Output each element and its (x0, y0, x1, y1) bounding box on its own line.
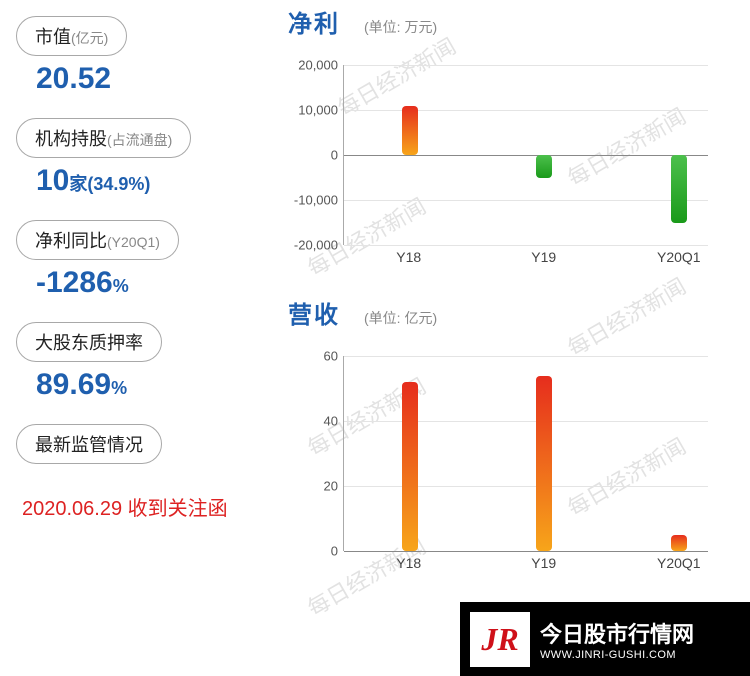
stat-sub: (Y20Q1) (107, 234, 160, 250)
y-tick-label: 40 (284, 414, 338, 429)
bar (402, 106, 418, 156)
revenue-chart: 营收 (单位: 亿元) 0204060 Y18Y19Y20Q1 (274, 295, 732, 575)
stat-label: 机构持股 (35, 129, 107, 149)
stat-unit: 家(34.9%) (69, 174, 150, 194)
y-tick-label: 60 (284, 349, 338, 364)
logo-initials: JR (481, 621, 518, 658)
stat-number: 89.69 (36, 368, 111, 401)
stats-panel: 市值(亿元) 20.52 机构持股(占流通盘) 10家(34.9%) 净利同比(… (0, 0, 270, 676)
bar (402, 382, 418, 551)
bar (671, 535, 687, 551)
bars-group (344, 65, 708, 245)
profit-plot: -20,000-10,000010,00020,000 Y18 Y19 Y20Q1 (288, 65, 708, 269)
plot-area: 0204060 (343, 356, 708, 551)
x-tick-label: Y20Q1 (657, 249, 701, 265)
stat-unit: % (111, 378, 127, 398)
x-tick-label: Y18 (396, 249, 421, 265)
stat-unit: % (113, 276, 129, 296)
x-axis: Y18 Y19 Y20Q1 (343, 555, 708, 575)
grid-line (344, 551, 708, 552)
y-tick-label: 0 (284, 148, 338, 163)
stat-pill-marketcap: 市值(亿元) (16, 16, 127, 56)
stat-value-inst: 10家(34.9%) (36, 164, 258, 198)
x-tick-label: Y19 (531, 555, 556, 571)
bars-group (344, 356, 708, 551)
stat-value-marketcap: 20.52 (36, 62, 258, 96)
y-tick-label: 20,000 (284, 58, 338, 73)
y-tick-label: 10,000 (284, 103, 338, 118)
stat-value-profit-yoy: -1286% (36, 266, 258, 300)
logo-en: WWW.JINRI-GUSHI.COM (540, 649, 694, 661)
stat-value-pledge: 89.69% (36, 368, 258, 402)
stat-label: 市值 (35, 27, 71, 47)
logo-mark: JR (470, 612, 530, 667)
chart-title: 净利 (288, 4, 340, 39)
chart-unit: (单位: 万元) (364, 17, 437, 37)
bar (536, 376, 552, 552)
profit-chart: 净利 (单位: 万元) -20,000-10,000010,00020,000 … (274, 4, 732, 269)
x-axis: Y18 Y19 Y20Q1 (343, 249, 708, 269)
grid-line (344, 245, 708, 246)
stat-label: 净利同比 (35, 231, 107, 251)
stat-label: 大股东质押率 (35, 333, 143, 353)
stat-number: 20.52 (36, 62, 111, 95)
x-tick-label: Y19 (531, 249, 556, 265)
charts-panel: 净利 (单位: 万元) -20,000-10,000010,00020,000 … (270, 0, 750, 676)
x-tick-label: Y18 (396, 555, 421, 571)
logo-cn: 今日股市行情网 (540, 617, 694, 649)
stat-pill-pledge: 大股东质押率 (16, 322, 162, 362)
stat-sub: (占流通盘) (107, 132, 172, 148)
y-tick-label: 0 (284, 544, 338, 559)
stat-number: 10 (36, 164, 69, 197)
bar (671, 155, 687, 223)
y-tick-label: 20 (284, 479, 338, 494)
x-tick-label: Y20Q1 (657, 555, 701, 571)
stat-pill-inst: 机构持股(占流通盘) (16, 118, 191, 158)
regulatory-notice: 2020.06.29 收到关注函 (22, 492, 258, 521)
stat-pill-profit-yoy: 净利同比(Y20Q1) (16, 220, 179, 260)
plot-area: -20,000-10,000010,00020,000 (343, 65, 708, 245)
chart-unit: (单位: 亿元) (364, 308, 437, 328)
y-tick-label: -10,000 (284, 193, 338, 208)
revenue-plot: 0204060 Y18 Y19 Y20Q1 (288, 356, 708, 575)
stat-label: 最新监管情况 (35, 435, 143, 455)
y-tick-label: -20,000 (284, 238, 338, 253)
stat-pill-regulatory: 最新监管情况 (16, 424, 162, 464)
bar (536, 155, 552, 178)
stat-sub: (亿元) (71, 30, 108, 46)
site-logo-card: JR 今日股市行情网 WWW.JINRI-GUSHI.COM (460, 602, 750, 676)
chart-title: 营收 (288, 295, 340, 330)
stat-number: -1286 (36, 266, 113, 299)
